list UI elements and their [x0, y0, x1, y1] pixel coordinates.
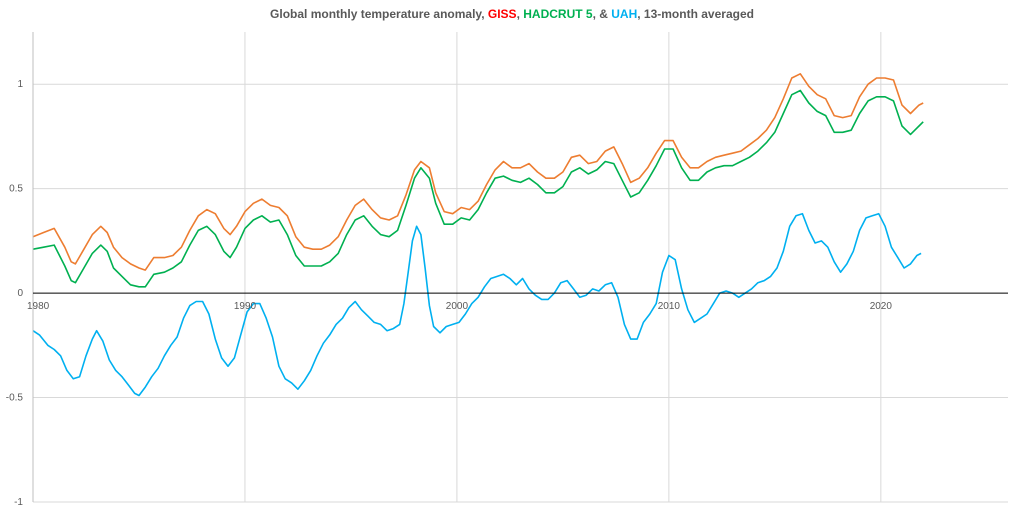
title-part: GISS: [487, 7, 517, 21]
x-tick-label: 1980: [27, 301, 50, 312]
series-line-uah: [32, 212, 922, 397]
x-tick-label: 2000: [446, 301, 469, 312]
y-tick-label: -0.5: [6, 393, 24, 404]
x-tick-label: 2020: [870, 301, 893, 312]
title-part: ,: [516, 7, 524, 21]
y-tick-label: 1: [17, 79, 23, 90]
series-line-giss: [32, 73, 924, 271]
grid: [33, 32, 1008, 503]
title-parts: GISS, HADCRUT 5, & UAH: [488, 7, 637, 21]
title-part: HADCRUT 5: [523, 7, 593, 21]
y-tick-label: -1: [14, 497, 23, 508]
y-tick-label: 0.5: [9, 184, 23, 195]
x-tick-label: 2010: [658, 301, 681, 312]
title-part: , &: [592, 7, 612, 21]
axes: [32, 32, 1008, 502]
series-lines: [32, 73, 924, 397]
title-suffix: , 13-month averaged: [637, 7, 754, 21]
tick-labels: 1 0.5 0 -0.5 -1 1980 1990 2000 2010 2020: [6, 79, 893, 508]
x-tick-label: 1990: [234, 301, 257, 312]
y-tick-label: 0: [17, 288, 23, 299]
title-prefix: Global monthly temperature anomaly,: [270, 7, 488, 21]
chart-title: Global monthly temperature anomaly, GISS…: [0, 7, 1024, 21]
title-part: UAH: [611, 7, 638, 21]
series-line-hadcrut-5: [32, 89, 924, 288]
